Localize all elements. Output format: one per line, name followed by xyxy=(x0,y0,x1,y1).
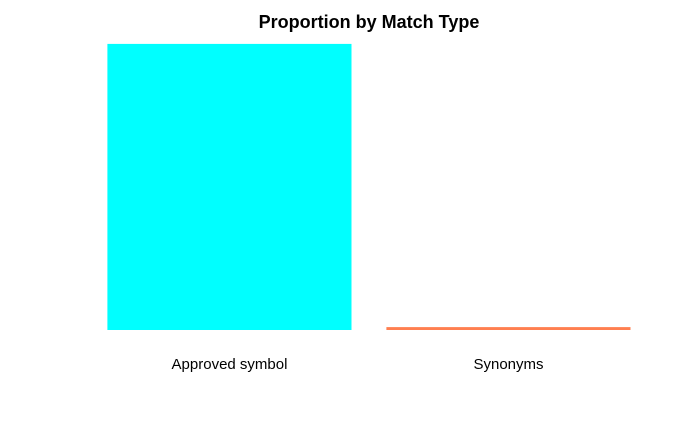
category-label-approved-symbol: Approved symbol xyxy=(172,356,288,373)
chart-title: Proportion by Match Type xyxy=(259,12,480,32)
bars-group xyxy=(107,43,631,331)
bar-synonyms xyxy=(386,327,631,330)
category-label-synonyms: Synonyms xyxy=(473,356,543,373)
category-labels-group: Approved symbol Synonyms xyxy=(172,356,544,373)
bar-approved-symbol xyxy=(107,43,352,331)
